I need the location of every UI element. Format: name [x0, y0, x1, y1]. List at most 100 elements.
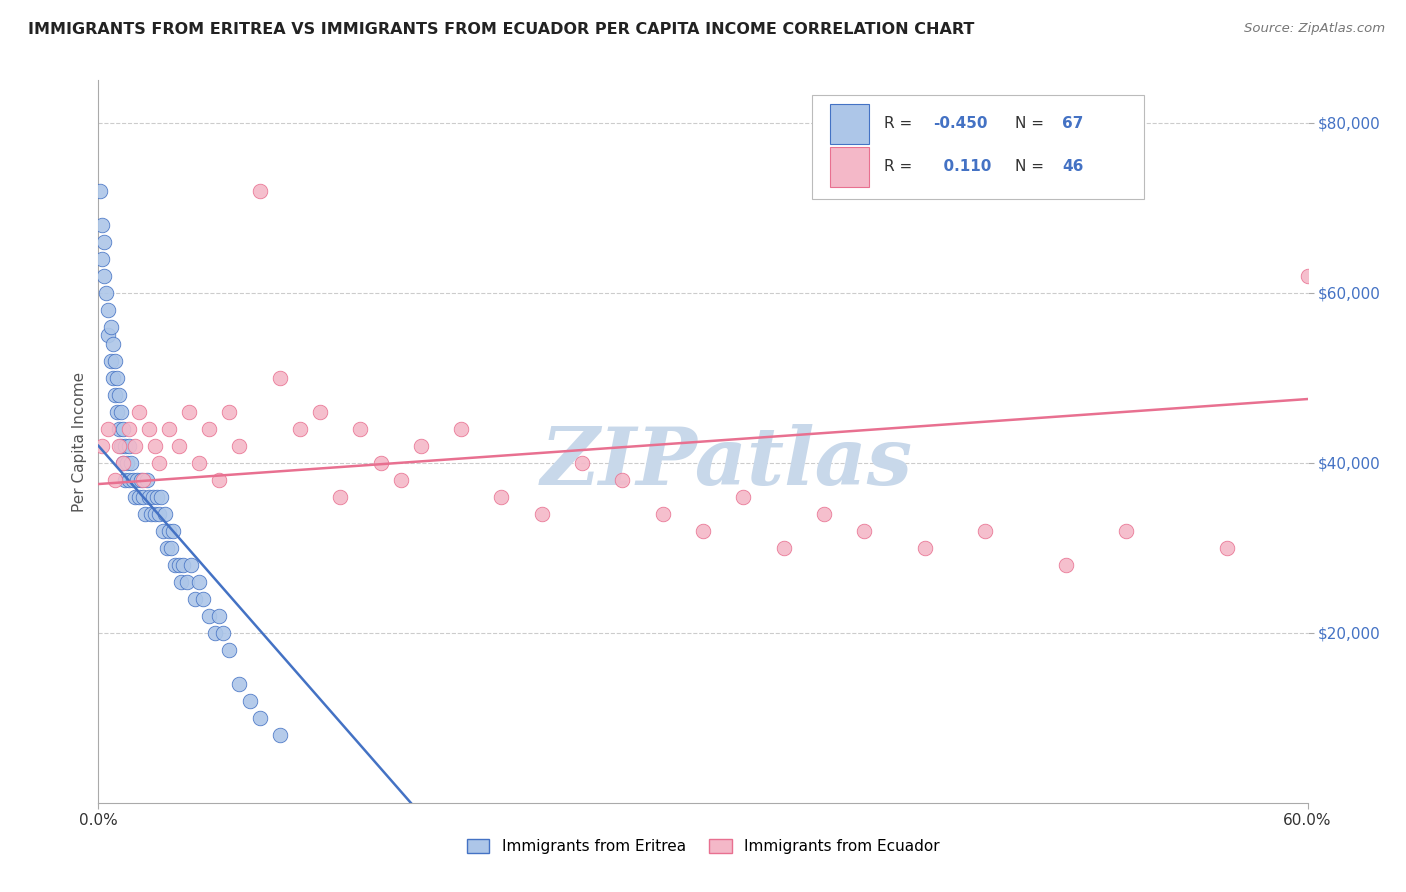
Point: [409, 439, 432, 453]
Point: [139, 507, 162, 521]
Point: [115, 456, 138, 470]
Point: [138, 490, 160, 504]
Point: [733, 490, 755, 504]
Point: [105, 405, 128, 419]
Point: [114, 473, 136, 487]
Point: [176, 574, 198, 589]
Point: [198, 422, 221, 436]
Text: N =: N =: [1015, 116, 1049, 131]
Point: [107, 439, 129, 453]
Point: [1216, 541, 1239, 555]
Point: [105, 371, 128, 385]
Point: [97, 422, 120, 436]
Point: [129, 473, 152, 487]
Point: [288, 422, 311, 436]
Point: [184, 591, 207, 606]
Point: [121, 473, 143, 487]
Point: [110, 439, 132, 453]
Point: [110, 405, 132, 419]
Text: 67: 67: [1062, 116, 1084, 131]
Point: [89, 184, 111, 198]
Point: [853, 524, 876, 538]
Bar: [830, 147, 869, 186]
Point: [156, 541, 179, 555]
Point: [124, 439, 146, 453]
Point: [143, 507, 166, 521]
Point: [228, 677, 250, 691]
Point: [772, 541, 794, 555]
Point: [370, 456, 392, 470]
Point: [149, 490, 172, 504]
Point: [218, 642, 240, 657]
Point: [107, 422, 129, 436]
Point: [1054, 558, 1077, 572]
Point: [111, 456, 134, 470]
Legend: Immigrants from Eritrea, Immigrants from Ecuador: Immigrants from Eritrea, Immigrants from…: [460, 833, 946, 860]
Point: [530, 507, 553, 521]
Point: [124, 490, 146, 504]
Point: [146, 490, 169, 504]
Point: [349, 422, 371, 436]
Point: [218, 405, 240, 419]
Point: [135, 473, 157, 487]
Point: [153, 507, 176, 521]
Point: [97, 302, 120, 317]
Point: [167, 558, 190, 572]
Point: [329, 490, 352, 504]
Point: [269, 728, 291, 742]
Point: [180, 558, 202, 572]
Point: [101, 371, 124, 385]
Point: [167, 439, 190, 453]
Point: [193, 591, 215, 606]
Point: [128, 490, 150, 504]
Point: [93, 268, 115, 283]
Point: [170, 574, 193, 589]
Point: [612, 473, 634, 487]
Point: [132, 473, 155, 487]
Point: [914, 541, 936, 555]
Point: [269, 371, 291, 385]
Point: [148, 507, 170, 521]
Point: [692, 524, 714, 538]
Point: [114, 439, 136, 453]
Y-axis label: Per Capita Income: Per Capita Income: [72, 371, 87, 512]
Point: [208, 473, 231, 487]
Point: [128, 405, 150, 419]
Text: ZIPatlas: ZIPatlas: [541, 425, 914, 502]
Point: [100, 319, 122, 334]
Text: R =: R =: [884, 116, 918, 131]
Point: [198, 608, 221, 623]
Point: [103, 388, 125, 402]
Point: [118, 422, 141, 436]
Point: [157, 524, 180, 538]
Point: [450, 422, 472, 436]
Point: [118, 439, 141, 453]
Text: Source: ZipAtlas.com: Source: ZipAtlas.com: [1244, 22, 1385, 36]
Point: [103, 353, 125, 368]
Point: [813, 507, 835, 521]
Point: [239, 694, 262, 708]
Point: [188, 574, 211, 589]
Point: [163, 558, 186, 572]
Point: [389, 473, 412, 487]
Point: [162, 524, 184, 538]
Point: [138, 422, 160, 436]
Point: [1115, 524, 1137, 538]
Point: [111, 456, 134, 470]
Point: [91, 218, 114, 232]
Text: 46: 46: [1062, 160, 1084, 175]
FancyBboxPatch shape: [811, 95, 1144, 200]
Point: [142, 490, 165, 504]
Point: [157, 422, 180, 436]
Point: [179, 405, 201, 419]
Point: [228, 439, 250, 453]
Bar: [830, 103, 869, 144]
Text: N =: N =: [1015, 160, 1049, 175]
Point: [120, 456, 142, 470]
Point: [91, 252, 114, 266]
Text: 0.110: 0.110: [932, 160, 991, 175]
Point: [103, 473, 125, 487]
Text: IMMIGRANTS FROM ERITREA VS IMMIGRANTS FROM ECUADOR PER CAPITA INCOME CORRELATION: IMMIGRANTS FROM ERITREA VS IMMIGRANTS FR…: [28, 22, 974, 37]
Point: [148, 456, 170, 470]
Point: [188, 456, 211, 470]
